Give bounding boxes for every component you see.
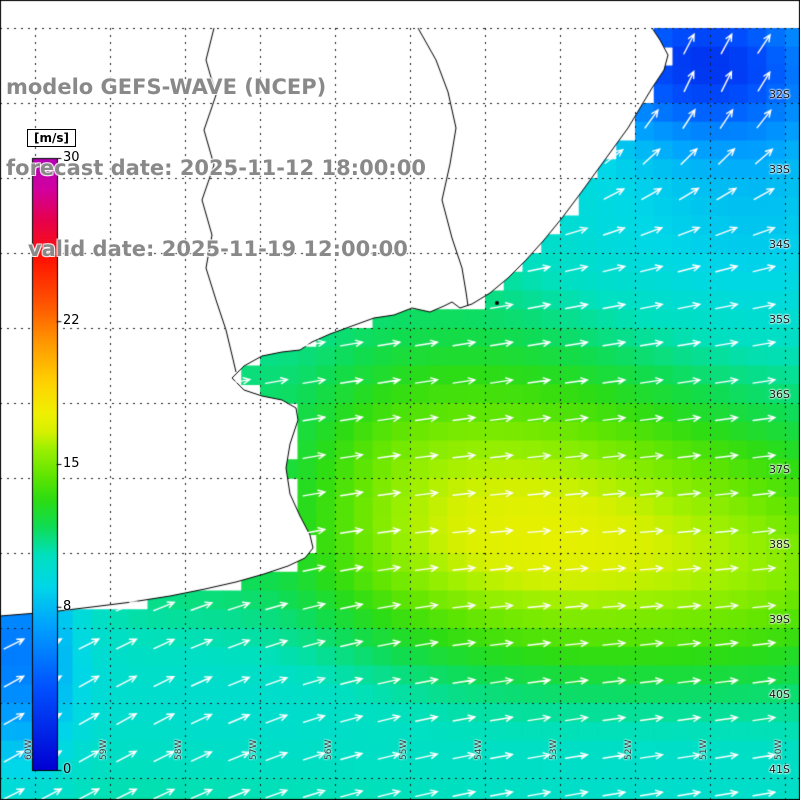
lat-label: 41S (769, 763, 790, 776)
lon-label: 57W (249, 739, 259, 760)
lat-label: 33S (769, 163, 790, 176)
title-block: modelo GEFS-WAVE (NCEP) forecast date: 2… (6, 20, 426, 317)
lat-label: 39S (769, 613, 790, 626)
lon-label: 51W (699, 739, 709, 760)
forecast-date: forecast date: 2025-11-12 18:00:00 (6, 156, 426, 180)
valid-date: valid date: 2025-11-19 12:00:00 (6, 237, 408, 261)
lat-label: 36S (769, 388, 790, 401)
colorbar-tick-label: 22 (63, 313, 80, 329)
lat-label: 32S (769, 88, 790, 101)
model-title: modelo GEFS-WAVE (NCEP) (6, 75, 327, 99)
colorbar-tick-label: 0 (63, 762, 72, 777)
lon-label: 52W (624, 739, 634, 760)
lat-label: 35S (769, 313, 790, 326)
lon-label: 55W (399, 739, 409, 760)
lon-label: 54W (474, 739, 484, 760)
lon-label: 56W (324, 739, 334, 760)
lon-label: 59W (99, 739, 109, 760)
lon-label: 50W (774, 739, 784, 760)
lon-label: 58W (174, 739, 184, 760)
colorbar-tick-label: 8 (63, 598, 72, 614)
lon-label: 53W (549, 739, 559, 760)
lat-label: 38S (769, 538, 790, 551)
lat-label: 40S (769, 688, 790, 701)
lat-label: 37S (769, 463, 790, 476)
lat-label: 34S (769, 238, 790, 251)
colorbar-tick-label: 15 (63, 456, 80, 471)
lon-label: 60W (24, 739, 34, 760)
colorbar-tick-label: 30 (63, 150, 80, 165)
colorbar-unit-label: [m/s] (27, 129, 76, 147)
